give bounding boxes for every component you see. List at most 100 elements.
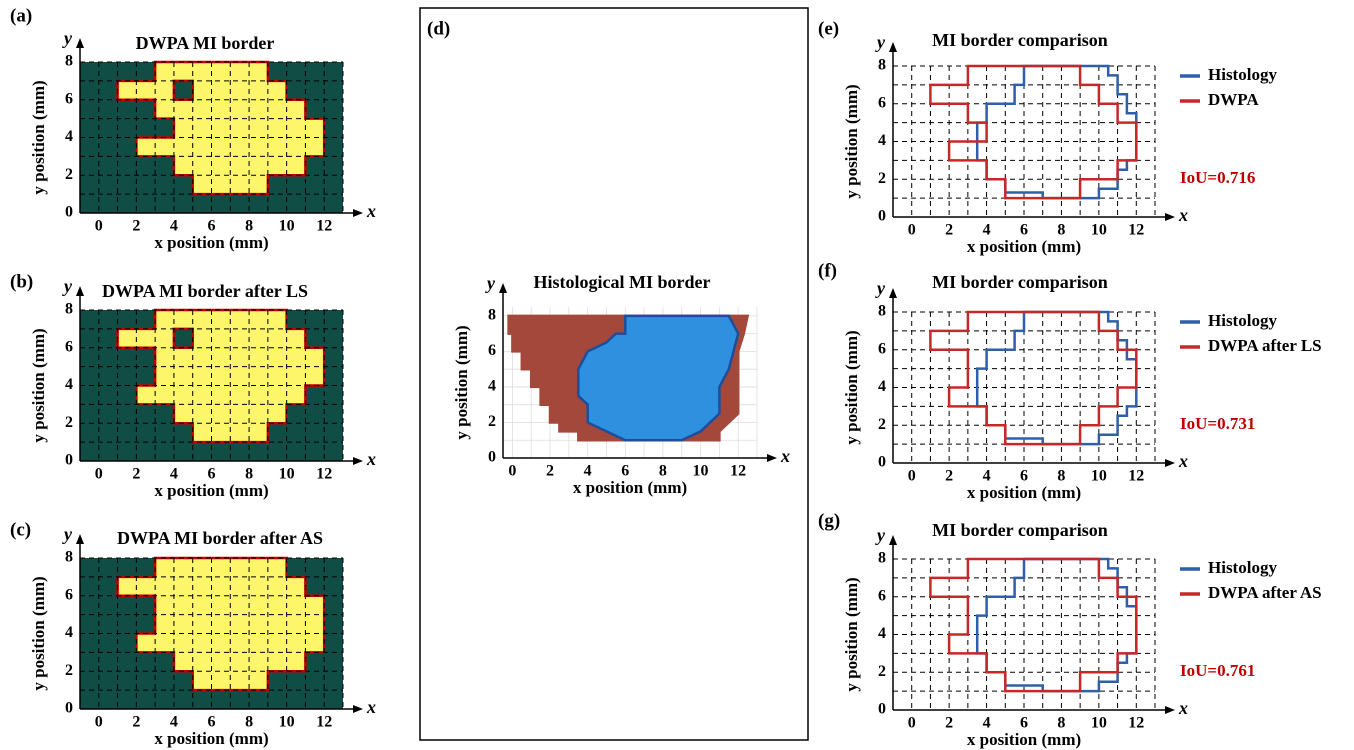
x-tick-label: 12 xyxy=(730,463,746,480)
x-tick-label: 10 xyxy=(279,466,295,483)
annotation: IoU=0.731 xyxy=(1180,414,1255,433)
y-tick-label: 6 xyxy=(878,587,886,604)
x-arrow xyxy=(1165,706,1175,714)
y-tick-label: 2 xyxy=(878,416,886,433)
y-tick-label: 6 xyxy=(488,342,496,359)
chart-title: DWPA MI border after AS xyxy=(117,528,323,548)
y-tick-label: 8 xyxy=(878,57,886,74)
y-tick-label: 4 xyxy=(65,624,73,641)
y-arrow xyxy=(889,288,897,298)
chart-title: Histological MI border xyxy=(534,272,711,292)
y-axis-letter: y xyxy=(62,524,73,544)
y-axis-label: y position (mm) xyxy=(842,577,861,691)
y-tick-label: 2 xyxy=(878,170,886,187)
y-tick-label: 2 xyxy=(65,166,73,183)
panel-label: (g) xyxy=(818,510,840,531)
x-tick-label: 0 xyxy=(508,463,516,480)
x-tick-label: 0 xyxy=(95,714,103,731)
y-axis-letter: y xyxy=(485,273,496,293)
y-tick-label: 4 xyxy=(65,376,73,393)
chart-title: DWPA MI border after LS xyxy=(102,281,308,301)
x-tick-label: 2 xyxy=(546,463,554,480)
y-tick-label: 6 xyxy=(878,340,886,357)
y-arrow xyxy=(76,286,84,296)
panel-label: (c) xyxy=(10,519,31,540)
panel-label: (d) xyxy=(427,18,450,39)
x-axis-letter: x xyxy=(366,697,376,717)
region-hole xyxy=(174,329,193,348)
x-tick-label: 12 xyxy=(1128,222,1144,239)
x-tick-label: 0 xyxy=(95,218,103,235)
x-axis-letter: x xyxy=(366,201,376,221)
x-axis-label: x position (mm) xyxy=(967,483,1081,502)
x-tick-label: 0 xyxy=(908,468,916,485)
y-axis-letter: y xyxy=(62,28,73,48)
x-tick-label: 12 xyxy=(316,466,332,483)
y-tick-label: 2 xyxy=(878,663,886,680)
chart-title: MI border comparison xyxy=(932,272,1108,292)
y-tick-label: 4 xyxy=(65,128,73,145)
y-tick-label: 0 xyxy=(65,452,73,469)
y-axis-label: y position (mm) xyxy=(842,84,861,198)
panel-label: (f) xyxy=(818,260,837,281)
legend-label: Histology xyxy=(1208,311,1277,330)
annotation: IoU=0.761 xyxy=(1180,661,1255,680)
y-arrow xyxy=(889,42,897,52)
x-tick-label: 10 xyxy=(279,218,295,235)
x-axis-letter: x xyxy=(1178,451,1188,471)
y-tick-label: 8 xyxy=(878,550,886,567)
y-tick-label: 8 xyxy=(878,303,886,320)
x-tick-label: 12 xyxy=(316,218,332,235)
x-tick-label: 12 xyxy=(1128,468,1144,485)
x-tick-label: 2 xyxy=(132,714,140,731)
x-tick-label: 10 xyxy=(693,463,709,480)
x-tick-label: 2 xyxy=(132,218,140,235)
chart-title: MI border comparison xyxy=(932,520,1108,540)
x-tick-label: 10 xyxy=(1091,222,1107,239)
y-tick-label: 6 xyxy=(65,586,73,603)
y-axis-letter: y xyxy=(62,276,73,296)
x-tick-label: 2 xyxy=(132,466,140,483)
x-axis-label: x position (mm) xyxy=(967,237,1081,256)
x-arrow xyxy=(1165,213,1175,221)
legend-label: Histology xyxy=(1208,558,1277,577)
x-tick-label: 10 xyxy=(279,714,295,731)
chart-title: MI border comparison xyxy=(932,30,1108,50)
panel-label: (b) xyxy=(10,271,33,292)
y-tick-label: 8 xyxy=(488,307,496,324)
y-tick-label: 0 xyxy=(878,208,886,225)
x-axis-label: x position (mm) xyxy=(154,481,268,500)
y-tick-label: 4 xyxy=(878,132,886,149)
figure: y x 0 2 4 6 8 10 12 0 2 4 6 8 x position (mm) y positio… xyxy=(0,0,1354,750)
x-axis-label: x position (mm) xyxy=(967,730,1081,749)
x-tick-label: 2 xyxy=(945,715,953,732)
y-tick-label: 4 xyxy=(878,625,886,642)
y-tick-label: 0 xyxy=(65,204,73,221)
x-tick-label: 10 xyxy=(1091,468,1107,485)
y-axis-label: y position (mm) xyxy=(842,330,861,444)
y-tick-label: 0 xyxy=(878,701,886,718)
y-axis-label: y position (mm) xyxy=(29,576,48,690)
y-axis-letter: y xyxy=(875,278,886,298)
x-axis-letter: x xyxy=(1178,205,1188,225)
y-axis-letter: y xyxy=(875,32,886,52)
x-arrow xyxy=(767,454,777,462)
y-tick-label: 8 xyxy=(65,301,73,318)
y-arrow xyxy=(889,535,897,545)
x-arrow xyxy=(1165,459,1175,467)
y-tick-label: 2 xyxy=(65,414,73,431)
x-tick-label: 10 xyxy=(1091,715,1107,732)
y-tick-label: 8 xyxy=(65,53,73,70)
x-tick-label: 0 xyxy=(908,715,916,732)
y-tick-label: 2 xyxy=(65,662,73,679)
y-axis-letter: y xyxy=(875,525,886,545)
y-arrow xyxy=(76,534,84,544)
chart-title: DWPA MI border xyxy=(136,33,275,53)
y-tick-label: 0 xyxy=(488,449,496,466)
y-tick-label: 6 xyxy=(65,338,73,355)
panel-label: (a) xyxy=(10,5,32,26)
y-arrow xyxy=(76,38,84,48)
x-tick-label: 2 xyxy=(945,222,953,239)
y-tick-label: 8 xyxy=(65,549,73,566)
x-axis-label: x position (mm) xyxy=(154,233,268,252)
